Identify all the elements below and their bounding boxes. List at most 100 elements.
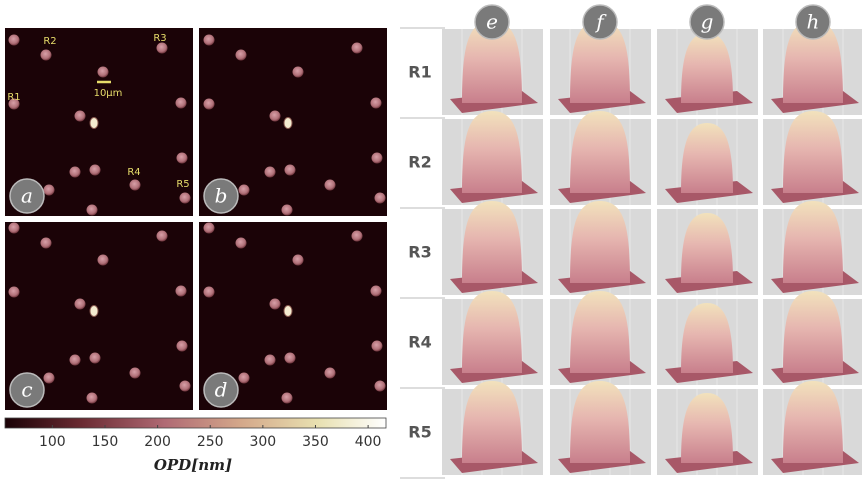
colorbar-tick-label: 350 (302, 434, 329, 450)
cell (41, 238, 52, 249)
cell (70, 167, 81, 178)
surface-plot (657, 299, 758, 385)
surface-plot (763, 291, 862, 385)
cell-label: R2 (43, 36, 56, 47)
cell (44, 185, 55, 196)
panel-label: c (21, 378, 32, 402)
scale-bar-label: 10µm (94, 88, 123, 99)
cell (44, 373, 55, 384)
cell-label: R5 (176, 179, 189, 190)
cell (236, 238, 247, 249)
surface-plot (550, 201, 651, 295)
cell (239, 185, 250, 196)
cell (293, 67, 304, 78)
row-label: R2 (408, 153, 431, 172)
cell (130, 368, 141, 379)
cell (265, 167, 276, 178)
cell (87, 205, 98, 216)
colorbar-tick-label: 100 (39, 434, 66, 450)
surface-mound (570, 111, 630, 193)
surface-plot (763, 111, 862, 205)
cell (352, 231, 363, 242)
surface-mound (462, 291, 522, 373)
panel-label: a (21, 184, 33, 208)
surface-plot (657, 389, 758, 475)
cell (204, 287, 215, 298)
column-label: e (486, 10, 498, 34)
cell (352, 43, 363, 54)
panel-label: d (215, 378, 228, 402)
cell (157, 43, 168, 54)
surface-mound (570, 381, 630, 463)
cell (372, 153, 383, 164)
cell (70, 355, 81, 366)
cell (90, 165, 101, 176)
cell (87, 393, 98, 404)
cell-label: R4 (127, 167, 140, 178)
surface-plot (442, 381, 543, 475)
colorbar (5, 418, 386, 428)
column-label: h (807, 10, 820, 34)
cell (282, 393, 293, 404)
surface-plot (550, 381, 651, 475)
cell (375, 193, 386, 204)
cell (9, 223, 20, 234)
cell (236, 50, 247, 61)
cell (9, 287, 20, 298)
surface-plot (763, 381, 862, 475)
colorbar-tick-label: 400 (355, 434, 382, 450)
cell (177, 341, 188, 352)
colorbar-tick-label: 150 (92, 434, 119, 450)
cell (204, 223, 215, 234)
column-label: g (701, 10, 714, 34)
bright-cell (90, 118, 98, 129)
surface-plot (442, 291, 543, 385)
cell (157, 231, 168, 242)
cell (293, 255, 304, 266)
cell (9, 35, 20, 46)
cell (204, 35, 215, 46)
cell (375, 381, 386, 392)
surface-mound (783, 291, 843, 373)
surface-plot (442, 201, 543, 295)
colorbar-label: OPD[nm] (154, 456, 232, 474)
row-label: R3 (408, 243, 431, 262)
cell (180, 381, 191, 392)
cell (180, 193, 191, 204)
cell (270, 299, 281, 310)
cell (204, 99, 215, 110)
cell (41, 50, 52, 61)
cell (372, 341, 383, 352)
surface-plot (442, 111, 543, 205)
cell (270, 111, 281, 122)
cell (75, 111, 86, 122)
surface-mound (783, 201, 843, 283)
cell (285, 353, 296, 364)
cell (130, 180, 141, 191)
surface-plot (657, 209, 758, 295)
cell (90, 353, 101, 364)
cell (265, 355, 276, 366)
cell (98, 255, 109, 266)
cell (239, 373, 250, 384)
row-label: R1 (408, 63, 431, 82)
cell (176, 286, 187, 297)
cell (371, 98, 382, 109)
surface-mound (570, 291, 630, 373)
surface-mound (783, 381, 843, 463)
surface-plot (550, 291, 651, 385)
cell (325, 368, 336, 379)
surface-mound (462, 201, 522, 283)
cell (371, 286, 382, 297)
cell (98, 67, 109, 78)
cell (75, 299, 86, 310)
figure: abcdR1R2R3R4R510µm100150200250300350400 … (0, 0, 862, 481)
surface-mound (783, 111, 843, 193)
cell (325, 180, 336, 191)
bright-cell (284, 306, 292, 317)
surface-mound (570, 201, 630, 283)
cell (282, 205, 293, 216)
panel-label: b (215, 184, 228, 208)
